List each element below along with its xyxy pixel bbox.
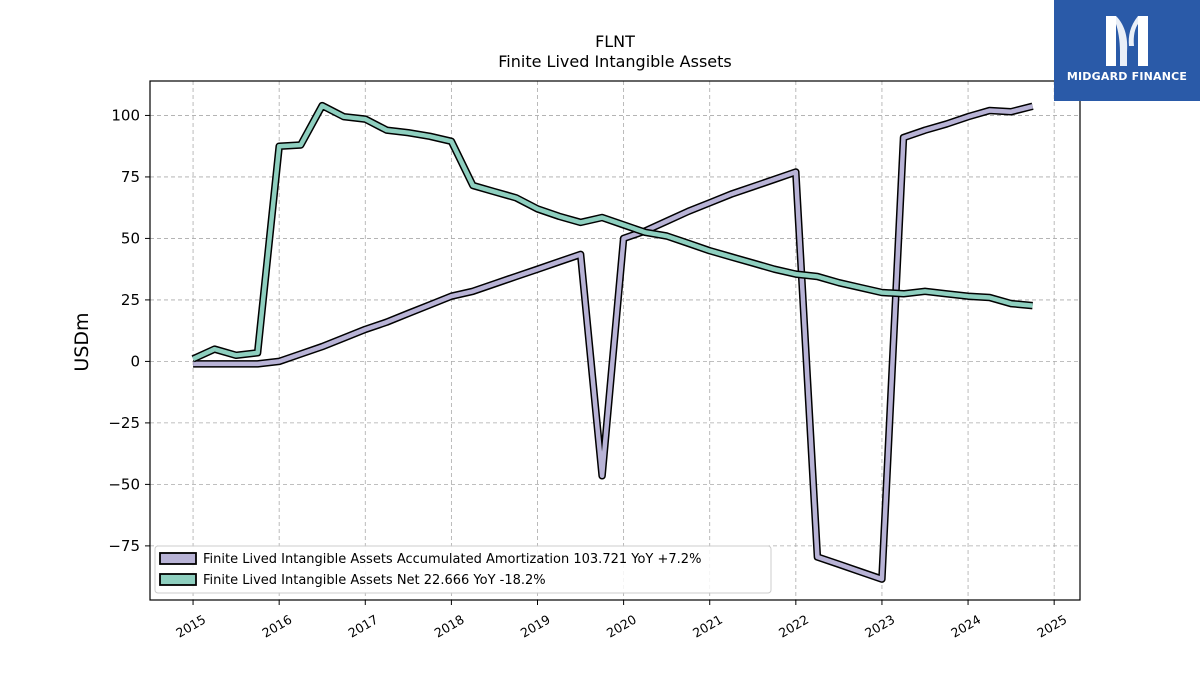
legend-box <box>154 545 772 594</box>
y-tick-label: 75 <box>121 168 140 186</box>
x-tick-label: 2020 <box>604 612 639 641</box>
x-axis: 2015 2016 2017 2018 2019 2020 2021 2022 2023 2024… <box>173 600 1069 641</box>
x-tick-label: 2019 <box>518 612 553 641</box>
chart-title: FLNT <box>595 32 635 51</box>
x-tick-label: 2023 <box>862 612 897 641</box>
y-tick-label: 50 <box>121 229 140 247</box>
x-tick-label: 2018 <box>432 612 467 641</box>
x-tick-label: 2021 <box>690 612 725 641</box>
x-tick-label: 2016 <box>259 612 294 641</box>
legend-swatch-2 <box>159 573 197 586</box>
legend-swatch-1 <box>159 552 197 565</box>
legend-label-2: Finite Lived Intangible Assets Net 22.66… <box>203 573 546 588</box>
legend: Finite Lived Intangible Assets Accumulat… <box>154 545 772 594</box>
plot-frame <box>149 80 1081 601</box>
logo-mark-icon <box>1106 16 1148 66</box>
midgard-finance-logo: MIDGARD FINANCE <box>1054 0 1200 101</box>
x-tick-label: 2022 <box>776 612 811 641</box>
x-tick-label: 2017 <box>346 612 381 641</box>
series-line-2 <box>192 103 1033 361</box>
y-tick-label: −50 <box>108 475 140 493</box>
y-tick-label: 0 <box>130 352 140 370</box>
chart-subtitle: Finite Lived Intangible Assets <box>498 52 731 71</box>
x-tick-label: 2015 <box>173 612 208 641</box>
y-axis: −75 −50 −25 0 25 50 75 100 <box>108 106 150 555</box>
y-axis-label: USDm <box>71 312 93 371</box>
legend-label-1: Finite Lived Intangible Assets Accumulat… <box>203 552 701 567</box>
logo-text: MIDGARD FINANCE <box>1066 70 1188 83</box>
series-line-1 <box>193 104 1034 582</box>
y-tick-label: 100 <box>111 106 140 124</box>
series-layer <box>191 101 1034 583</box>
x-tick-label: 2025 <box>1034 612 1069 641</box>
y-tick-label: −75 <box>108 537 140 555</box>
y-tick-label: 25 <box>121 291 140 309</box>
y-tick-label: −25 <box>108 414 140 432</box>
x-tick-label: 2024 <box>948 612 983 641</box>
